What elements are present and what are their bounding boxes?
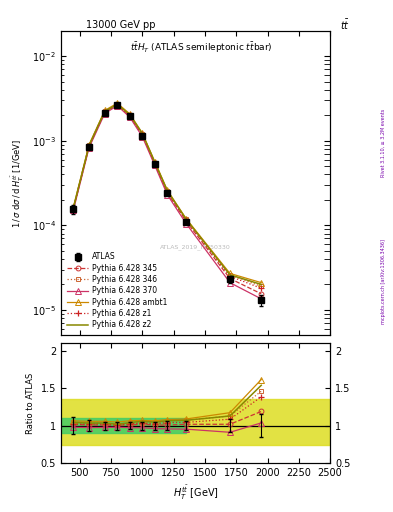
Pythia 6.428 370	[140, 134, 145, 140]
Line: Pythia 6.428 370: Pythia 6.428 370	[71, 103, 264, 302]
Pythia 6.428 370	[259, 296, 264, 302]
Y-axis label: Ratio to ATLAS: Ratio to ATLAS	[26, 373, 35, 434]
Pythia 6.428 ambt1	[259, 280, 264, 286]
Pythia 6.428 345	[184, 218, 189, 224]
Line: Pythia 6.428 ambt1: Pythia 6.428 ambt1	[71, 100, 264, 285]
Pythia 6.428 346	[184, 216, 189, 222]
Pythia 6.428 345	[103, 109, 107, 115]
Pythia 6.428 370	[103, 111, 107, 117]
Pythia 6.428 z2	[103, 108, 107, 114]
Pythia 6.428 346	[165, 188, 170, 194]
Pythia 6.428 z1	[71, 205, 76, 211]
Pythia 6.428 346	[71, 204, 76, 210]
Legend: ATLAS, Pythia 6.428 345, Pythia 6.428 346, Pythia 6.428 370, Pythia 6.428 ambt1,: ATLAS, Pythia 6.428 345, Pythia 6.428 34…	[65, 250, 170, 332]
Pythia 6.428 346	[259, 283, 264, 289]
Pythia 6.428 z2	[165, 188, 170, 194]
Pythia 6.428 345	[127, 113, 132, 119]
Pythia 6.428 z2	[152, 159, 157, 165]
Pythia 6.428 346	[115, 101, 119, 107]
Pythia 6.428 345	[259, 291, 264, 297]
Y-axis label: $1\,/\,\sigma\;\mathrm{d}\sigma\,/\,\mathrm{d}\,H_T^{t\bar{t}}$ [1/GeV]: $1\,/\,\sigma\;\mathrm{d}\sigma\,/\,\mat…	[10, 138, 26, 228]
Pythia 6.428 370	[165, 191, 170, 198]
Pythia 6.428 345	[228, 275, 232, 282]
Pythia 6.428 z1	[228, 273, 232, 280]
Pythia 6.428 370	[228, 280, 232, 286]
Pythia 6.428 z1	[103, 109, 107, 115]
Text: 13000 GeV pp: 13000 GeV pp	[86, 19, 156, 30]
Pythia 6.428 z1	[152, 160, 157, 166]
Text: $t\bar{t}$: $t\bar{t}$	[340, 17, 350, 32]
Text: ATLAS_2019_I1750330: ATLAS_2019_I1750330	[160, 244, 231, 250]
Pythia 6.428 z2	[115, 101, 119, 108]
Pythia 6.428 346	[152, 160, 157, 166]
Pythia 6.428 346	[140, 131, 145, 137]
Line: Pythia 6.428 345: Pythia 6.428 345	[71, 102, 264, 296]
Pythia 6.428 z1	[165, 188, 170, 195]
Pythia 6.428 ambt1	[87, 141, 92, 147]
Pythia 6.428 ambt1	[71, 204, 76, 210]
Line: Pythia 6.428 z1: Pythia 6.428 z1	[71, 102, 264, 291]
Pythia 6.428 345	[165, 190, 170, 196]
Pythia 6.428 ambt1	[165, 187, 170, 194]
Pythia 6.428 z2	[228, 272, 232, 278]
Pythia 6.428 ambt1	[127, 111, 132, 117]
Pythia 6.428 345	[115, 101, 119, 108]
Pythia 6.428 z1	[259, 285, 264, 291]
Pythia 6.428 ambt1	[152, 159, 157, 165]
Pythia 6.428 z1	[184, 217, 189, 223]
Pythia 6.428 ambt1	[103, 108, 107, 114]
Pythia 6.428 345	[87, 143, 92, 150]
Pythia 6.428 370	[127, 114, 132, 120]
Pythia 6.428 z1	[87, 143, 92, 149]
Pythia 6.428 z1	[140, 131, 145, 137]
Text: $t\bar{t}H_T$ (ATLAS semileptonic $t\bar{t}$bar): $t\bar{t}H_T$ (ATLAS semileptonic $t\bar…	[130, 40, 272, 55]
Pythia 6.428 370	[87, 144, 92, 151]
X-axis label: $H_T^{t\bar{t}}$ [GeV]: $H_T^{t\bar{t}}$ [GeV]	[173, 484, 219, 502]
Pythia 6.428 ambt1	[115, 100, 119, 106]
Pythia 6.428 z2	[71, 204, 76, 210]
Pythia 6.428 346	[228, 272, 232, 278]
Pythia 6.428 370	[152, 162, 157, 168]
Pythia 6.428 346	[87, 142, 92, 148]
Pythia 6.428 z2	[87, 142, 92, 148]
Pythia 6.428 z2	[140, 131, 145, 137]
Pythia 6.428 ambt1	[140, 130, 145, 136]
Pythia 6.428 370	[71, 207, 76, 213]
Text: mcplots.cern.ch [arXiv:1306.3436]: mcplots.cern.ch [arXiv:1306.3436]	[381, 239, 386, 324]
Pythia 6.428 346	[103, 109, 107, 115]
Pythia 6.428 370	[115, 102, 119, 109]
Pythia 6.428 z1	[115, 101, 119, 108]
Pythia 6.428 345	[140, 132, 145, 138]
Pythia 6.428 ambt1	[228, 270, 232, 276]
Line: Pythia 6.428 z2: Pythia 6.428 z2	[73, 104, 261, 285]
Pythia 6.428 z2	[184, 216, 189, 222]
Pythia 6.428 345	[152, 161, 157, 167]
Line: Pythia 6.428 346: Pythia 6.428 346	[71, 101, 264, 289]
Pythia 6.428 346	[127, 112, 132, 118]
Text: Rivet 3.1.10, ≥ 3.2M events: Rivet 3.1.10, ≥ 3.2M events	[381, 109, 386, 178]
Pythia 6.428 z2	[259, 282, 264, 288]
Pythia 6.428 ambt1	[184, 216, 189, 222]
Pythia 6.428 z2	[127, 112, 132, 118]
Pythia 6.428 z1	[127, 112, 132, 118]
Pythia 6.428 370	[184, 221, 189, 227]
Pythia 6.428 345	[71, 205, 76, 211]
